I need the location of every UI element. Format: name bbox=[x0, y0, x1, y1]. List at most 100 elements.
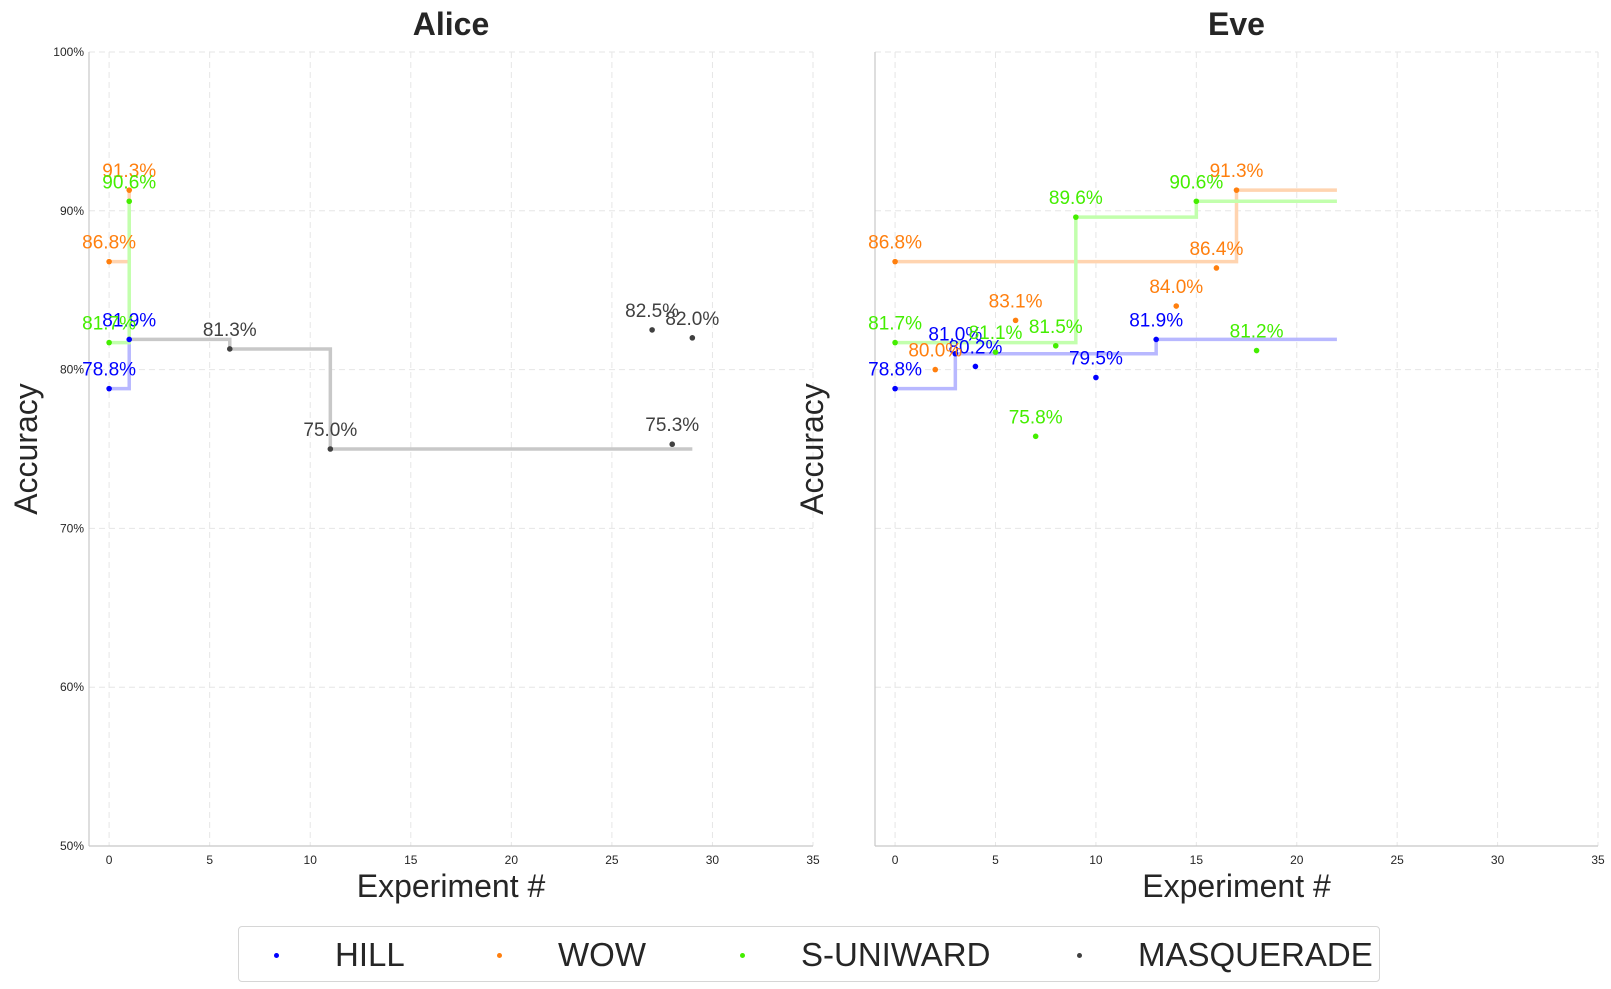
legend-marker-hill bbox=[274, 952, 279, 958]
data-label-masquerade: 75.3% bbox=[645, 415, 699, 436]
x-axis-label: Experiment # bbox=[1142, 868, 1331, 904]
data-label-wow: 86.4% bbox=[1189, 239, 1243, 260]
chart-canvas: 0 5 10 15 20 25 30 35 50% 60% 70% 80% 90% 100% Alice Ex… bbox=[8, 6, 1605, 904]
panel-eve: 0 5 10 15 20 25 30 35 Eve Experiment # Accuracy 78.… bbox=[794, 6, 1605, 904]
step-line-s-uniward bbox=[109, 201, 131, 345]
data-label-hill: 81.9% bbox=[102, 310, 156, 331]
data-point-hill bbox=[892, 385, 898, 392]
panel-alice: 0 5 10 15 20 25 30 35 50% 60% 70% 80% 90% 100% Alice Ex… bbox=[8, 6, 820, 904]
data-point-s-uniward bbox=[892, 339, 898, 346]
step-line-wow bbox=[895, 188, 1337, 264]
legend-label-s-uniward: S-UNIWARD bbox=[801, 936, 991, 973]
data-label-wow: 80.0% bbox=[908, 341, 962, 362]
x-tick-label: 0 bbox=[106, 853, 113, 867]
data-label-wow: 91.3% bbox=[1210, 161, 1264, 182]
y-tick-label: 60% bbox=[60, 680, 84, 694]
data-label-masquerade: 82.0% bbox=[665, 309, 719, 330]
y-tick-label: 70% bbox=[60, 521, 84, 535]
data-point-hill bbox=[126, 336, 133, 343]
data-point-hill bbox=[952, 350, 959, 357]
data-point-hill bbox=[1153, 336, 1159, 343]
y-tick-label: 90% bbox=[60, 204, 84, 218]
data-label-wow: 91.3% bbox=[102, 161, 156, 182]
y-axis-label: Accuracy bbox=[8, 383, 44, 515]
data-label-s-uniward: 81.7% bbox=[868, 314, 922, 335]
data-label-s-uniward: 90.6% bbox=[102, 172, 156, 193]
data-point-s-uniward bbox=[1193, 198, 1200, 205]
legend-label-hill: HILL bbox=[335, 936, 405, 973]
data-label-masquerade: 82.5% bbox=[625, 301, 679, 322]
data-label-wow: 83.1% bbox=[989, 291, 1043, 312]
data-point-s-uniward bbox=[1032, 433, 1039, 440]
data-label-hill: 80.2% bbox=[948, 337, 1002, 358]
data-label-s-uniward: 75.8% bbox=[1009, 407, 1063, 428]
data-label-hill: 78.8% bbox=[82, 360, 136, 381]
legend-marker-s-uniward bbox=[740, 952, 745, 958]
legend-item-s-uniward: S-UNIWARD bbox=[740, 927, 990, 983]
data-label-hill: 78.8% bbox=[868, 360, 922, 381]
legend-item-hill: HILL bbox=[274, 927, 405, 983]
step-line-hill bbox=[109, 339, 131, 391]
step-line-hill bbox=[895, 337, 1337, 391]
data-point-s-uniward bbox=[1253, 347, 1260, 354]
x-tick-label: 10 bbox=[1089, 853, 1103, 867]
x-axis-label: Experiment # bbox=[357, 868, 546, 904]
x-tick-label: 20 bbox=[1290, 853, 1304, 867]
data-label-hill: 81.9% bbox=[1129, 310, 1183, 331]
data-point-masquerade bbox=[226, 346, 233, 352]
legend-item-wow: WOW bbox=[497, 927, 646, 983]
chart-title: Alice bbox=[413, 6, 489, 42]
data-point-masquerade bbox=[327, 446, 334, 452]
data-point-wow bbox=[1233, 187, 1240, 193]
data-label-wow: 86.8% bbox=[868, 233, 922, 254]
legend-item-masquerade: MASQUERADE bbox=[1077, 927, 1373, 983]
data-point-hill bbox=[972, 363, 979, 370]
x-tick-label: 35 bbox=[806, 853, 820, 867]
data-point-s-uniward bbox=[126, 198, 133, 205]
legend-label-masquerade: MASQUERADE bbox=[1138, 936, 1373, 973]
x-tick-label: 15 bbox=[404, 853, 418, 867]
data-label-s-uniward: 81.2% bbox=[1230, 322, 1284, 343]
data-point-s-uniward bbox=[1073, 214, 1079, 220]
x-tick-label: 20 bbox=[505, 853, 519, 867]
x-tick-label: 25 bbox=[605, 853, 619, 867]
legend-marker-masquerade bbox=[1077, 952, 1082, 958]
x-tick-label: 5 bbox=[992, 853, 999, 867]
data-point-wow bbox=[1213, 265, 1220, 271]
x-tick-label: 0 bbox=[892, 853, 899, 867]
chart-title: Eve bbox=[1208, 6, 1265, 42]
x-tick-label: 5 bbox=[206, 853, 213, 867]
data-point-masquerade bbox=[649, 327, 655, 333]
data-label-wow: 84.0% bbox=[1149, 277, 1203, 298]
data-label-s-uniward: 89.6% bbox=[1049, 188, 1103, 209]
legend: HILL WOW S-UNIWARD MASQUERADE bbox=[238, 926, 1380, 982]
data-label-s-uniward: 81.5% bbox=[1029, 317, 1083, 338]
data-label-hill: 79.5% bbox=[1069, 349, 1123, 370]
data-point-wow bbox=[126, 187, 133, 193]
data-label-masquerade: 75.0% bbox=[303, 420, 357, 441]
data-point-masquerade bbox=[669, 441, 676, 448]
data-label-wow: 86.8% bbox=[82, 233, 136, 254]
y-tick-label: 80% bbox=[60, 363, 84, 377]
x-tick-label: 15 bbox=[1190, 853, 1204, 867]
data-point-hill bbox=[106, 385, 112, 392]
y-axis-label: Accuracy bbox=[794, 383, 830, 515]
x-tick-label: 35 bbox=[1591, 853, 1605, 867]
x-tick-label: 30 bbox=[706, 853, 720, 867]
step-line-s-uniward bbox=[895, 199, 1337, 345]
data-label-masquerade: 81.3% bbox=[203, 320, 257, 341]
data-point-wow bbox=[1173, 303, 1180, 309]
x-tick-label: 10 bbox=[304, 853, 318, 867]
legend-label-wow: WOW bbox=[558, 936, 646, 973]
x-tick-label: 25 bbox=[1390, 853, 1404, 867]
data-point-wow bbox=[1012, 317, 1019, 324]
data-point-wow bbox=[892, 258, 898, 265]
data-point-hill bbox=[1093, 374, 1099, 381]
data-point-s-uniward bbox=[106, 339, 112, 346]
y-tick-label: 50% bbox=[60, 839, 84, 853]
data-point-masquerade bbox=[689, 335, 696, 341]
data-label-s-uniward: 81.7% bbox=[82, 314, 136, 335]
data-point-s-uniward bbox=[1052, 342, 1059, 349]
data-point-s-uniward bbox=[992, 349, 999, 355]
